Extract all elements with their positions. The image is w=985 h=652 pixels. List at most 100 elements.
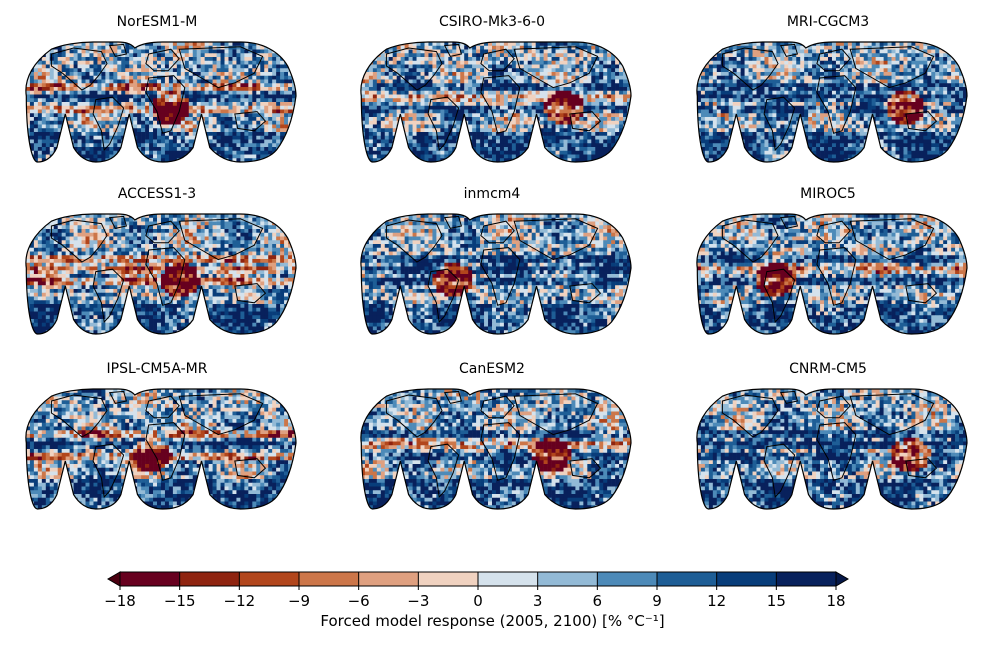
map-cell <box>480 72 485 77</box>
map-cell <box>368 128 374 133</box>
map-cell <box>200 79 205 84</box>
map-cell <box>264 49 269 54</box>
map-cell <box>236 79 241 84</box>
map-cell <box>360 120 366 125</box>
map-cell <box>160 87 166 92</box>
map-cell <box>260 79 265 84</box>
map-cell <box>69 60 74 65</box>
map-cell <box>392 117 397 122</box>
map-cell <box>260 72 265 77</box>
map-cell <box>73 105 78 110</box>
map-cell <box>164 102 170 107</box>
map-cell <box>228 75 233 80</box>
map-cell <box>559 75 564 80</box>
map-cell <box>859 45 865 50</box>
map-cell <box>523 42 529 47</box>
map-cell <box>488 120 493 125</box>
map-cell <box>288 60 293 65</box>
map-cell <box>204 105 209 110</box>
map-cell <box>907 42 912 47</box>
map-cell <box>69 94 74 99</box>
map-cell <box>368 124 374 129</box>
map-cell <box>176 147 182 152</box>
map-cell <box>164 128 170 133</box>
map-cell <box>752 57 757 62</box>
map-cell <box>495 109 501 114</box>
map-cell <box>499 143 505 148</box>
map-cell <box>484 42 489 47</box>
map-cell <box>364 57 370 62</box>
map-cell <box>420 57 425 62</box>
map-cell <box>368 45 374 50</box>
map-cell <box>232 49 237 54</box>
map-cell <box>33 117 39 122</box>
map-cell <box>448 113 453 118</box>
map-cell <box>176 87 182 92</box>
map-cell <box>29 60 35 65</box>
map-cell <box>599 87 604 92</box>
map-cell <box>240 132 245 137</box>
map-cell <box>575 98 580 103</box>
map-cell <box>591 143 596 148</box>
map-cell <box>41 132 47 137</box>
map-cell <box>109 105 114 110</box>
map-cell <box>113 158 118 162</box>
map-cell <box>519 68 525 73</box>
map-cell <box>567 102 572 107</box>
map-cell <box>515 64 521 69</box>
map-cell <box>172 72 178 77</box>
map-cell <box>376 109 382 114</box>
map-cell <box>708 64 714 69</box>
map-cell <box>53 79 59 84</box>
map-cell <box>380 75 386 80</box>
map-cell <box>567 105 572 110</box>
map-cell <box>388 132 394 137</box>
map-cell <box>472 64 477 69</box>
map-cell <box>160 79 166 84</box>
map-cell <box>523 132 529 137</box>
map-cell <box>69 75 74 80</box>
map-cell <box>420 72 425 77</box>
map-cell <box>212 72 217 77</box>
map-cell <box>232 68 237 73</box>
map-cell <box>503 117 509 122</box>
map-cell <box>184 45 190 50</box>
map-cell <box>18 136 22 140</box>
map-cell <box>376 83 382 88</box>
map-cell <box>408 109 413 114</box>
map-cell <box>204 154 209 159</box>
map-cell <box>488 158 493 162</box>
map-cell <box>117 135 122 140</box>
map-cell <box>515 147 521 152</box>
map-cell <box>204 42 209 47</box>
map-cell <box>883 42 888 47</box>
map-cell <box>689 42 693 46</box>
map-cell <box>276 154 281 159</box>
map-cell <box>452 147 457 152</box>
map-cell <box>855 60 861 65</box>
map-cell <box>41 109 47 114</box>
map-cell <box>288 117 293 122</box>
map-cell <box>33 105 39 110</box>
map-cell <box>879 64 884 69</box>
map-cell <box>895 60 900 65</box>
map-cell <box>192 53 198 58</box>
map-cell <box>125 68 130 73</box>
map-cell <box>244 90 249 95</box>
map-cell <box>176 42 182 47</box>
map-cell <box>788 45 793 50</box>
map-cell <box>176 143 182 148</box>
map-cell <box>268 90 273 95</box>
map-cell <box>224 68 229 73</box>
map-cell <box>260 113 265 118</box>
map-cell <box>464 105 469 110</box>
map-cell <box>272 64 277 69</box>
map-cell <box>563 128 568 133</box>
map-cell <box>571 132 576 137</box>
map-cell <box>372 79 378 84</box>
map-cell <box>448 128 453 133</box>
map-cell <box>899 45 904 50</box>
map-cell <box>33 94 39 99</box>
map-cell <box>85 143 90 148</box>
map-cell <box>288 135 293 140</box>
